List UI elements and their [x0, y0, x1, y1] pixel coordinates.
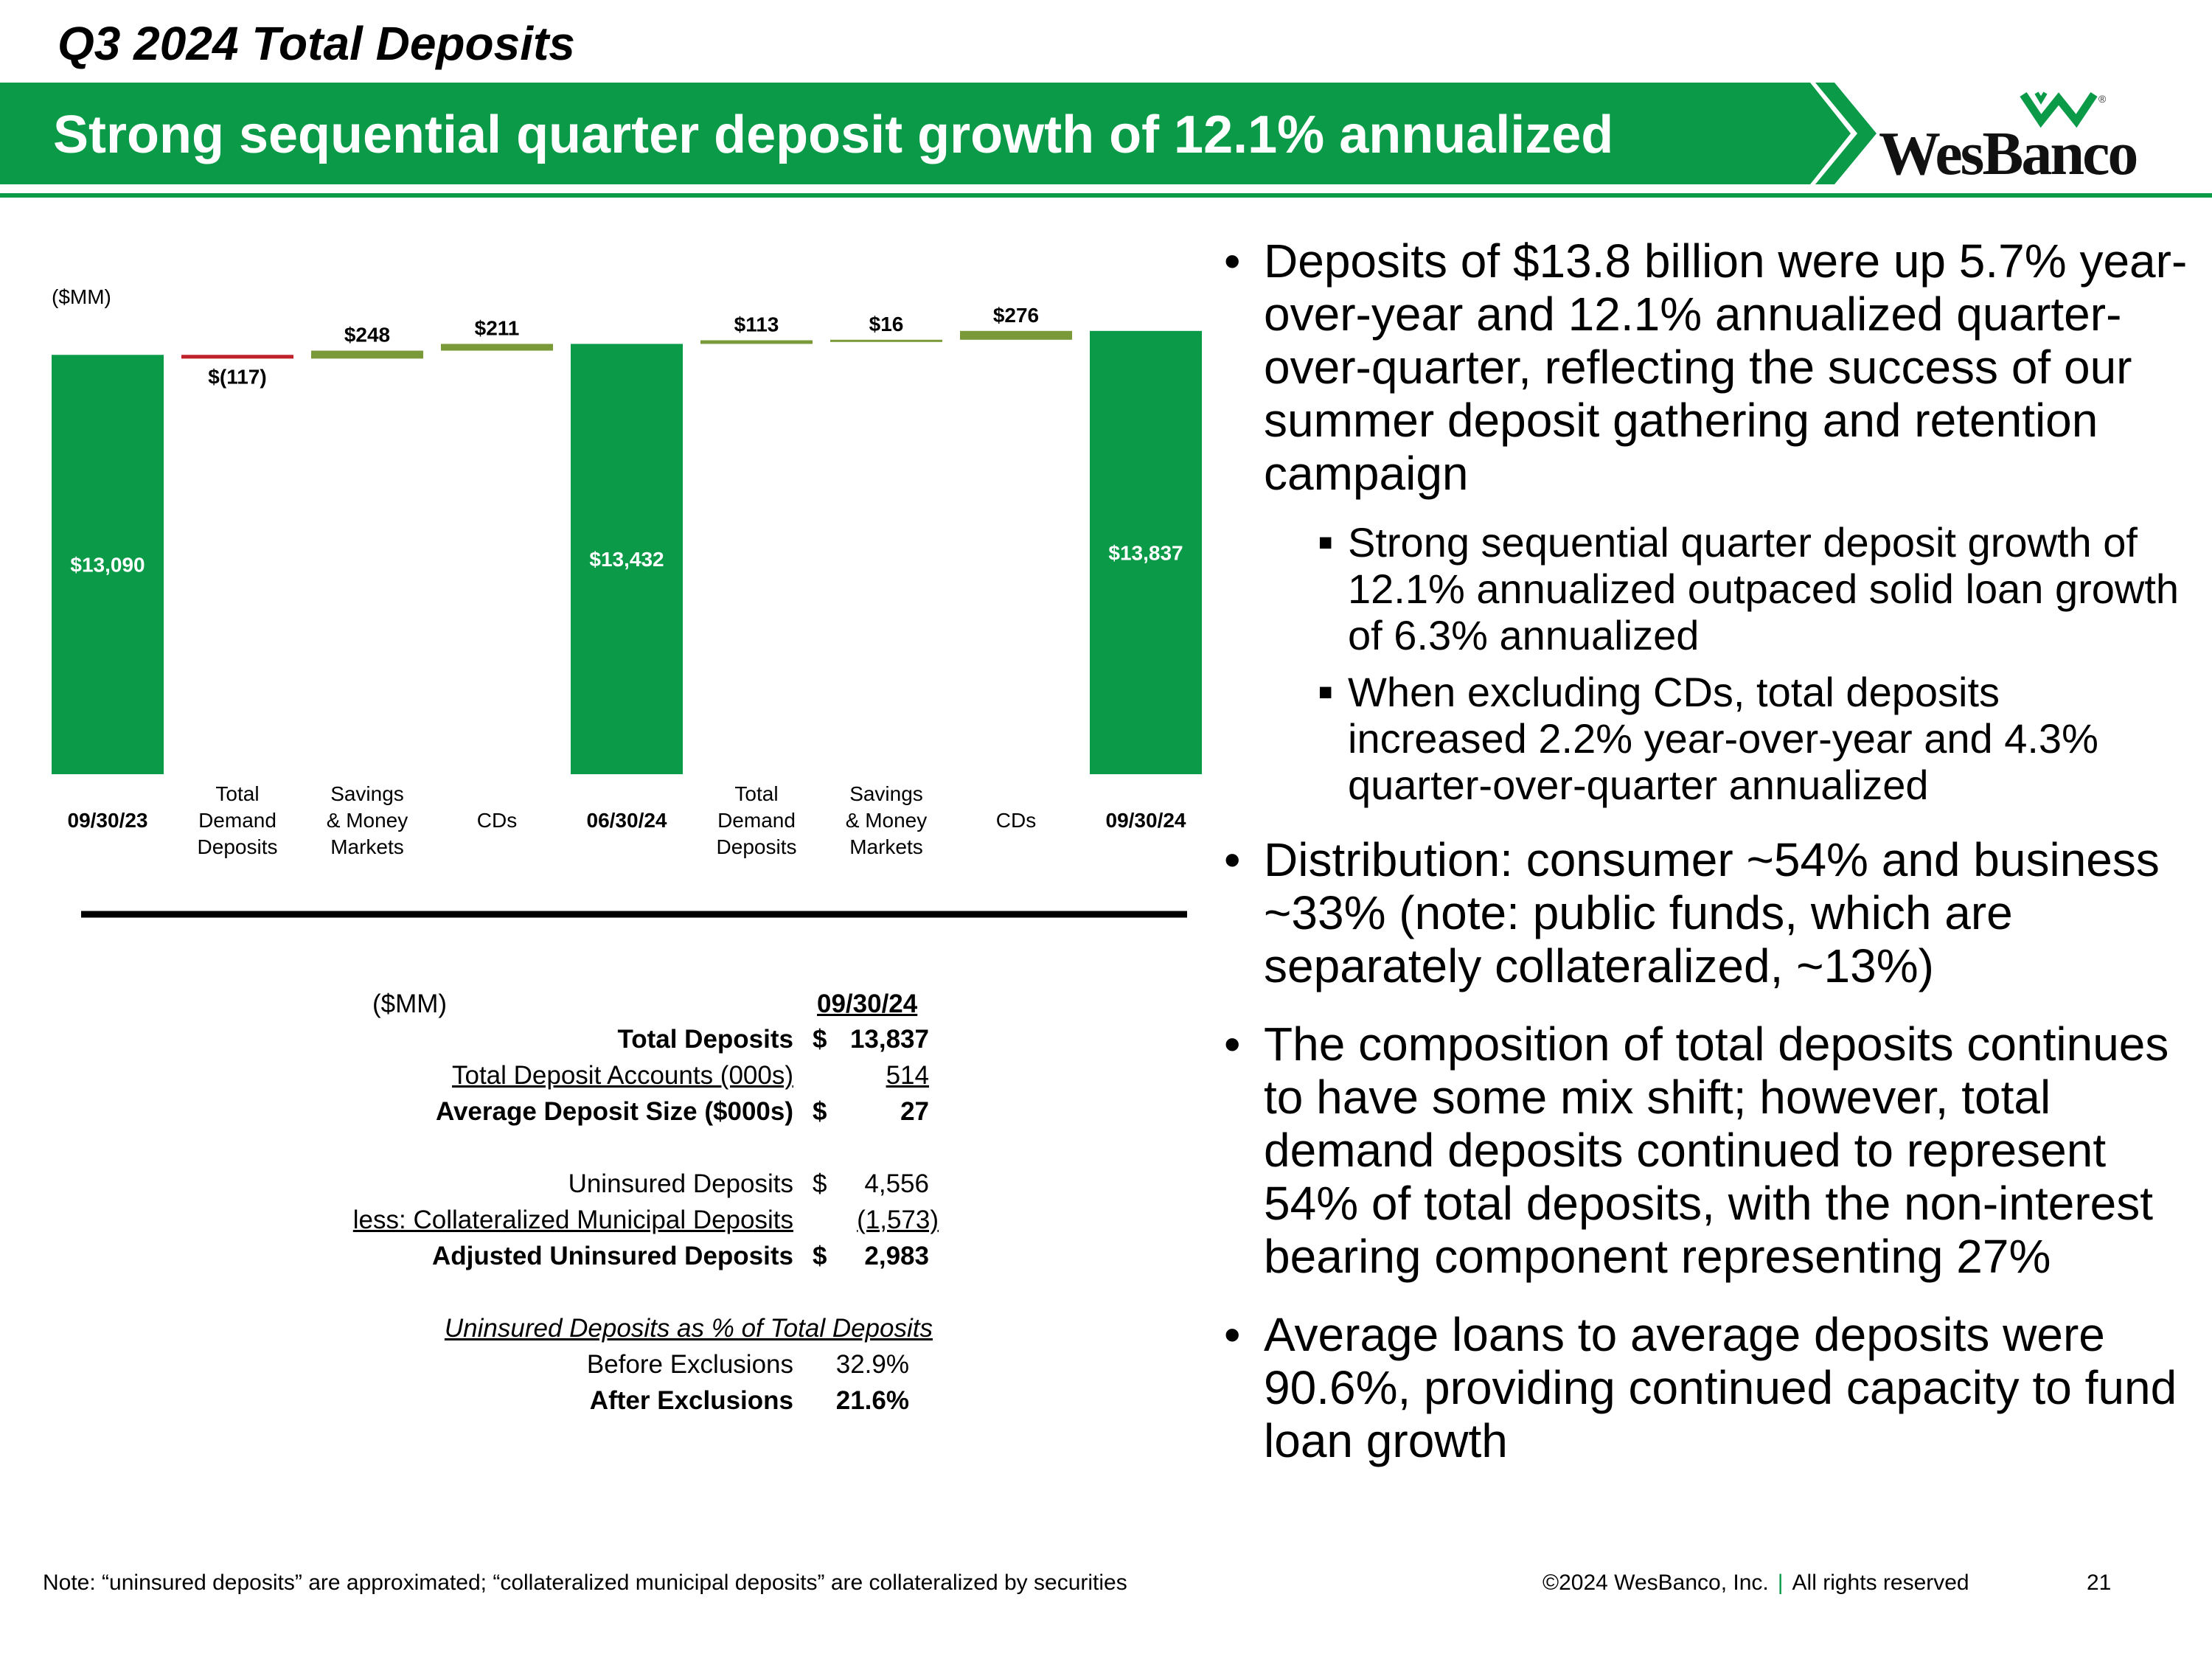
avg-size-value: 27	[900, 1097, 929, 1126]
adjusted-value: 2,983	[864, 1242, 929, 1270]
bullet-dot-icon: •	[1224, 1308, 1241, 1361]
waterfall-increase-bar	[311, 350, 423, 359]
waterfall-total-bar	[52, 355, 164, 774]
sub-bullet-text: Strong sequential quarter deposit growth…	[1348, 519, 2180, 658]
wesbanco-logo: WesBanco ®	[1879, 87, 2138, 188]
copyright: ©2024 WesBanco, Inc. | All rights reserved	[1543, 1571, 1969, 1596]
header-divider	[0, 193, 2212, 198]
waterfall-category-label: Total Demand Deposits	[198, 782, 278, 858]
bullet-item: • Distribution: consumer ~54% and busines…	[1224, 833, 2190, 992]
uninsured-label: Uninsured Deposits	[568, 1169, 793, 1198]
logo-registered-mark: ®	[2098, 93, 2107, 105]
waterfall-category-label: Total Demand Deposits	[717, 782, 797, 858]
bullet-dot-icon: •	[1224, 833, 1241, 886]
waterfall-increase-bar	[700, 340, 813, 344]
after-exclusions-label: After Exclusions	[589, 1386, 793, 1415]
waterfall-category-label: CDs	[996, 809, 1036, 832]
total-deposits-value: 13,837	[849, 1025, 929, 1054]
accounts-label: Total Deposit Accounts (000s)	[451, 1061, 793, 1090]
avg-size-currency: $	[813, 1097, 827, 1126]
uninsured-value: 4,556	[864, 1169, 929, 1198]
bullet-text: Distribution: consumer ~54% and business…	[1264, 833, 2160, 992]
footer-note: Note: “uninsured deposits” are approxima…	[43, 1571, 1127, 1595]
waterfall-total-bar	[1090, 330, 1202, 774]
bullet-item: • Average loans to average deposits were …	[1224, 1308, 2190, 1467]
rights-text: All rights reserved	[1792, 1571, 1969, 1595]
page-title: Q3 2024 Total Deposits	[58, 17, 575, 70]
sub-bullet-text: When excluding CDs, total deposits incre…	[1348, 669, 2098, 808]
copyright-text: ©2024 WesBanco, Inc.	[1543, 1571, 1769, 1595]
waterfall-value-label: $13,432	[589, 548, 664, 571]
square-bullet-icon: ■	[1318, 678, 1333, 705]
waterfall-increase-bar	[830, 339, 942, 342]
bullet-dot-icon: •	[1224, 234, 1241, 288]
footer-separator: |	[1777, 1571, 1784, 1595]
bullet-text: The composition of total deposits contin…	[1264, 1018, 2169, 1283]
banner-title: Strong sequential quarter deposit growth…	[53, 105, 1614, 164]
after-exclusions-value: 21.6%	[835, 1386, 909, 1415]
adjusted-label: Adjusted Uninsured Deposits	[431, 1242, 793, 1270]
waterfall-category-label: Savings & Money Markets	[846, 782, 928, 858]
total-deposits-label: Total Deposits	[617, 1025, 793, 1054]
waterfall-increase-bar	[960, 330, 1072, 340]
table-column-header: 09/30/24	[817, 990, 918, 1018]
banner-shape	[0, 83, 1877, 184]
pct-header: Uninsured Deposits as % of Total Deposit…	[444, 1314, 933, 1343]
waterfall-value-label: $(117)	[208, 365, 266, 388]
waterfall-value-label: $13,090	[70, 554, 145, 577]
uninsured-currency: $	[813, 1169, 827, 1198]
table-unit-label: ($MM)	[372, 990, 448, 1018]
bullet-text: Average loans to average deposits were 9…	[1264, 1308, 2177, 1467]
waterfall-value-label: $16	[869, 313, 904, 335]
collateralized-label: less: Collateralized Municipal Deposits	[352, 1206, 793, 1234]
waterfall-decrease-bar	[181, 355, 293, 359]
chart-unit-label: ($MM)	[52, 285, 111, 308]
adjusted-currency: $	[813, 1242, 827, 1270]
sub-bullet-item: ■ When excluding CDs, total deposits incr…	[1224, 669, 2190, 808]
waterfall-category-label: Savings & Money Markets	[327, 782, 408, 858]
bullet-dot-icon: •	[1224, 1018, 1241, 1071]
page-number: 21	[2087, 1571, 2112, 1595]
commentary-bullets: • Deposits of $13.8 billion were up 5.7% …	[1224, 234, 2190, 1492]
bullet-item: • The composition of total deposits conti…	[1224, 1018, 2190, 1283]
waterfall-value-label: $276	[993, 304, 1039, 327]
waterfall-increase-bar	[441, 344, 553, 351]
waterfall-value-label: $248	[344, 324, 390, 347]
avg-size-label: Average Deposit Size ($000s)	[435, 1097, 793, 1126]
waterfall-category-label: 09/30/23	[68, 809, 148, 832]
waterfall-category-label: CDs	[477, 809, 517, 832]
waterfall-value-label: $113	[734, 313, 779, 335]
bullet-item: • Deposits of $13.8 billion were up 5.7% …	[1224, 234, 2190, 500]
square-bullet-icon: ■	[1318, 529, 1333, 555]
waterfall-value-label: $13,837	[1108, 541, 1183, 564]
before-exclusions-value: 32.9%	[835, 1350, 909, 1379]
bullet-text: Deposits of $13.8 billion were up 5.7% y…	[1264, 234, 2188, 500]
waterfall-value-label: $211	[475, 316, 520, 339]
logo-mark-icon	[2020, 91, 2098, 128]
accounts-value: 514	[886, 1061, 929, 1090]
total-deposits-currency: $	[813, 1025, 827, 1054]
title-banner: Strong sequential quarter deposit growth…	[0, 83, 1877, 184]
before-exclusions-label: Before Exclusions	[586, 1350, 793, 1379]
collateralized-value: (1,573)	[857, 1206, 939, 1234]
waterfall-total-bar	[571, 344, 683, 774]
sub-bullet-item: ■ Strong sequential quarter deposit growt…	[1224, 519, 2190, 658]
waterfall-category-label: 09/30/24	[1106, 809, 1186, 832]
logo-wordmark: WesBanco	[1879, 119, 2138, 188]
waterfall-chart: ($MM) $13,090 $(117) $248 $211 $13,432 $113 $1…	[52, 285, 1202, 918]
waterfall-category-label: 06/30/24	[587, 809, 667, 832]
